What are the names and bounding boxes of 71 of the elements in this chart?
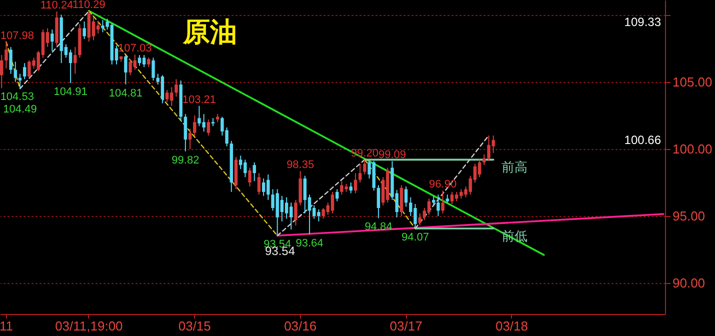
- candlestick: [363, 159, 366, 175]
- y-tick-label: 100.00: [672, 141, 712, 156]
- candlestick: [142, 54, 146, 68]
- candlestick: [50, 29, 54, 52]
- candlestick: [4, 41, 8, 69]
- candlestick: [68, 49, 72, 84]
- candlestick: [248, 167, 252, 188]
- candlestick: [294, 199, 298, 226]
- y-tick-label: 105.00: [672, 74, 712, 90]
- candlestick: [436, 194, 440, 217]
- candlestick: [252, 162, 256, 182]
- text: 99.82: [172, 154, 200, 166]
- text: 103.21: [182, 94, 216, 106]
- candlestick: [441, 190, 444, 214]
- candlestick: [82, 20, 86, 40]
- text: 96.90: [429, 178, 457, 191]
- candlestick: [152, 57, 155, 82]
- text: 104.91: [54, 86, 88, 98]
- x-tick-label: 03/17: [390, 318, 422, 334]
- x-tick-label: 03/16: [284, 318, 317, 334]
- candlestick: [9, 46, 12, 74]
- candlestick: [124, 54, 128, 85]
- text: 107.03: [118, 42, 152, 55]
- candlestick: [482, 154, 486, 166]
- candlestick: [184, 114, 188, 152]
- candlestick: [349, 182, 352, 194]
- text: 93.64: [296, 237, 324, 250]
- candlestick: [92, 16, 96, 41]
- candlestick: [22, 62, 26, 80]
- x-tick-label: 03/18: [495, 318, 528, 334]
- x-tick-label: 11: [0, 318, 13, 334]
- candlestick: [303, 175, 307, 214]
- candlestick: [14, 61, 18, 82]
- x-tick-label: 03/11,19:00: [55, 318, 123, 334]
- text: 110.24: [40, 0, 74, 12]
- text: 107.98: [0, 30, 34, 42]
- annotation: 109.33: [624, 15, 662, 29]
- candlestick: [174, 78, 178, 98]
- candlestick: [188, 128, 192, 150]
- candlestick: [335, 188, 339, 202]
- candlestick: [354, 172, 358, 194]
- text: 104.49: [3, 104, 37, 116]
- candlestick: [284, 196, 288, 220]
- text: 104.81: [108, 87, 143, 100]
- text: 98.35: [286, 159, 314, 172]
- annotation: 100.66: [624, 133, 662, 147]
- x-tick-label: 03/15: [178, 318, 211, 334]
- candlestick: [404, 186, 408, 208]
- candlestick: [138, 54, 142, 66]
- text: 94.07: [401, 232, 429, 244]
- text: 99.09: [378, 149, 406, 162]
- candlestick: [376, 184, 380, 219]
- candlestick: [193, 114, 196, 136]
- candlestick: [74, 46, 77, 74]
- y-tick-label: 95.00: [672, 208, 706, 224]
- candlestick: [330, 191, 334, 214]
- y-tick-label: 90.00: [672, 276, 706, 291]
- series-label: 前高: [501, 160, 528, 176]
- candlestick: [147, 57, 150, 68]
- candlestick: [427, 198, 431, 216]
- text: 110.29: [72, 0, 106, 11]
- candlestick: [160, 74, 164, 104]
- candlestick: [358, 163, 362, 183]
- candlestick: [206, 118, 210, 136]
- candlestick: [257, 172, 261, 196]
- candlestick: [418, 212, 422, 226]
- text: 104.53: [0, 91, 34, 104]
- text: 原油: [182, 17, 237, 48]
- candlestick: [450, 191, 454, 204]
- candlestick: [478, 159, 482, 178]
- candlestick: [0, 54, 4, 89]
